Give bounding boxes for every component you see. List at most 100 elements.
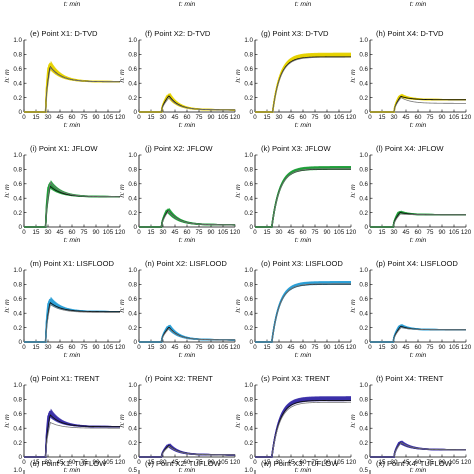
ensemble-line [24, 63, 120, 113]
ensemble-outline [24, 185, 120, 228]
x-axis-label: t: min [410, 122, 427, 129]
x-axis-label: t: min [64, 467, 81, 474]
x-tick-label: 30 [45, 229, 52, 236]
y-tick-label: 0.6 [128, 181, 137, 188]
ensemble-line [255, 396, 351, 458]
x-tick-label: 45 [57, 344, 64, 351]
partial-panel-1: (v) Point X2: TUFLOW 0.5 [128, 459, 222, 474]
panel-title: (q) Point X1: TRENT [30, 374, 100, 383]
y-tick-label: 0.6 [13, 296, 22, 303]
ensemble-line [255, 53, 351, 113]
x-tick-label: 30 [391, 344, 398, 351]
x-tick-label: 60 [300, 459, 307, 466]
x-tick-label: 75 [312, 229, 319, 236]
y-axis-label: h: m [235, 69, 242, 83]
y-tick-label: 0.6 [359, 411, 368, 418]
x-tick-label: 60 [69, 114, 76, 121]
ensemble-line [24, 64, 120, 113]
ensemble-line [24, 412, 121, 458]
top-xlabel: t: min [179, 1, 196, 8]
x-tick-label: 105 [334, 114, 345, 121]
y-axis-label: h: m [4, 414, 11, 428]
x-tick-label: 60 [184, 114, 191, 121]
x-tick-label: 15 [264, 114, 271, 121]
y-tick-label: 0 [365, 224, 369, 231]
x-tick-label: 90 [93, 344, 100, 351]
x-tick-label: 120 [230, 344, 241, 351]
panel-3-1: (r) Point X2: TRENT 0 0.2 0.4 0.6 0.8 1.0 0 15 30… [119, 374, 241, 474]
x-tick-label: 45 [288, 229, 295, 236]
y-tick-label: 0.6 [128, 66, 137, 73]
reference-line [255, 283, 351, 343]
panel-title: (o) Point X3: LISFLOOD [261, 259, 343, 268]
x-tick-label: 45 [172, 114, 179, 121]
x-tick-label: 120 [115, 229, 126, 236]
panel-title: (k) Point X3: JFLOW [261, 144, 331, 153]
y-tick-label: 0 [19, 224, 23, 231]
y-tick-label: 0.8 [244, 397, 253, 404]
panel-title: (p) Point X4: LISFLOOD [376, 259, 458, 268]
panel-title: (v) Point X2: TUFLOW [145, 459, 222, 468]
ensemble-line [24, 412, 120, 458]
y-tick-label: 1.0 [13, 467, 22, 474]
x-tick-label: 45 [172, 229, 179, 236]
ensemble-line [24, 298, 120, 343]
panel-title: (f) Point X2: D-TVD [145, 29, 211, 38]
reference-line [24, 66, 120, 113]
y-tick-label: 0.6 [244, 66, 253, 73]
x-tick-label: 120 [346, 229, 357, 236]
x-tick-label: 75 [312, 459, 319, 466]
y-tick-label: 0.2 [359, 325, 368, 332]
y-tick-label: 0 [250, 109, 254, 116]
x-tick-label: 75 [427, 459, 434, 466]
y-tick-label: 0.4 [13, 425, 22, 432]
ensemble-line [24, 181, 120, 228]
ensemble-line [255, 53, 351, 113]
x-tick-label: 75 [81, 229, 88, 236]
x-tick-label: 45 [57, 114, 64, 121]
y-tick-label: 0.2 [359, 440, 368, 447]
y-tick-label: 1.0 [128, 382, 137, 389]
ensemble-line [255, 399, 351, 458]
x-tick-label: 75 [196, 114, 203, 121]
y-axis-label: h: m [119, 69, 126, 83]
reference-line [24, 181, 120, 228]
x-tick-label: 105 [334, 229, 345, 236]
y-tick-label: 0.5 [359, 467, 368, 474]
y-axis-label: h: m [4, 69, 11, 83]
x-tick-label: 75 [196, 459, 203, 466]
y-tick-label: 0.8 [244, 52, 253, 59]
x-tick-label: 75 [81, 459, 88, 466]
y-tick-label: 0.4 [244, 195, 253, 202]
ensemble-outline [255, 283, 351, 343]
x-tick-label: 0 [253, 344, 257, 351]
ensemble-line [24, 64, 120, 113]
panel-title: (s) Point X3: TRENT [261, 374, 330, 383]
x-axis-label: t: min [179, 467, 196, 474]
x-tick-label: 120 [115, 344, 126, 351]
partial-panel-2: (w) Point X3: TUFLOW 1.0 [244, 459, 339, 474]
x-tick-label: 105 [449, 114, 460, 121]
x-tick-label: 15 [33, 459, 40, 466]
x-tick-label: 45 [172, 344, 179, 351]
ensemble-line [24, 182, 121, 228]
y-tick-label: 0.4 [128, 425, 137, 432]
y-axis-label: h: m [4, 299, 11, 313]
x-axis-label: t: min [179, 352, 196, 359]
x-tick-label: 0 [368, 114, 372, 121]
x-tick-label: 45 [288, 344, 295, 351]
x-tick-label: 60 [415, 114, 422, 121]
x-tick-label: 30 [276, 229, 283, 236]
reference-line [370, 97, 466, 113]
y-tick-label: 0.4 [244, 425, 253, 432]
y-tick-label: 0 [134, 109, 138, 116]
y-tick-label: 1.0 [244, 267, 253, 274]
ensemble-outline [255, 399, 351, 458]
panel-title: (n) Point X2: LISFLOOD [145, 259, 227, 268]
x-tick-label: 60 [69, 229, 76, 236]
x-axis-label: t: min [410, 467, 427, 474]
panel-title: (m) Point X1: LISFLOOD [30, 259, 114, 268]
